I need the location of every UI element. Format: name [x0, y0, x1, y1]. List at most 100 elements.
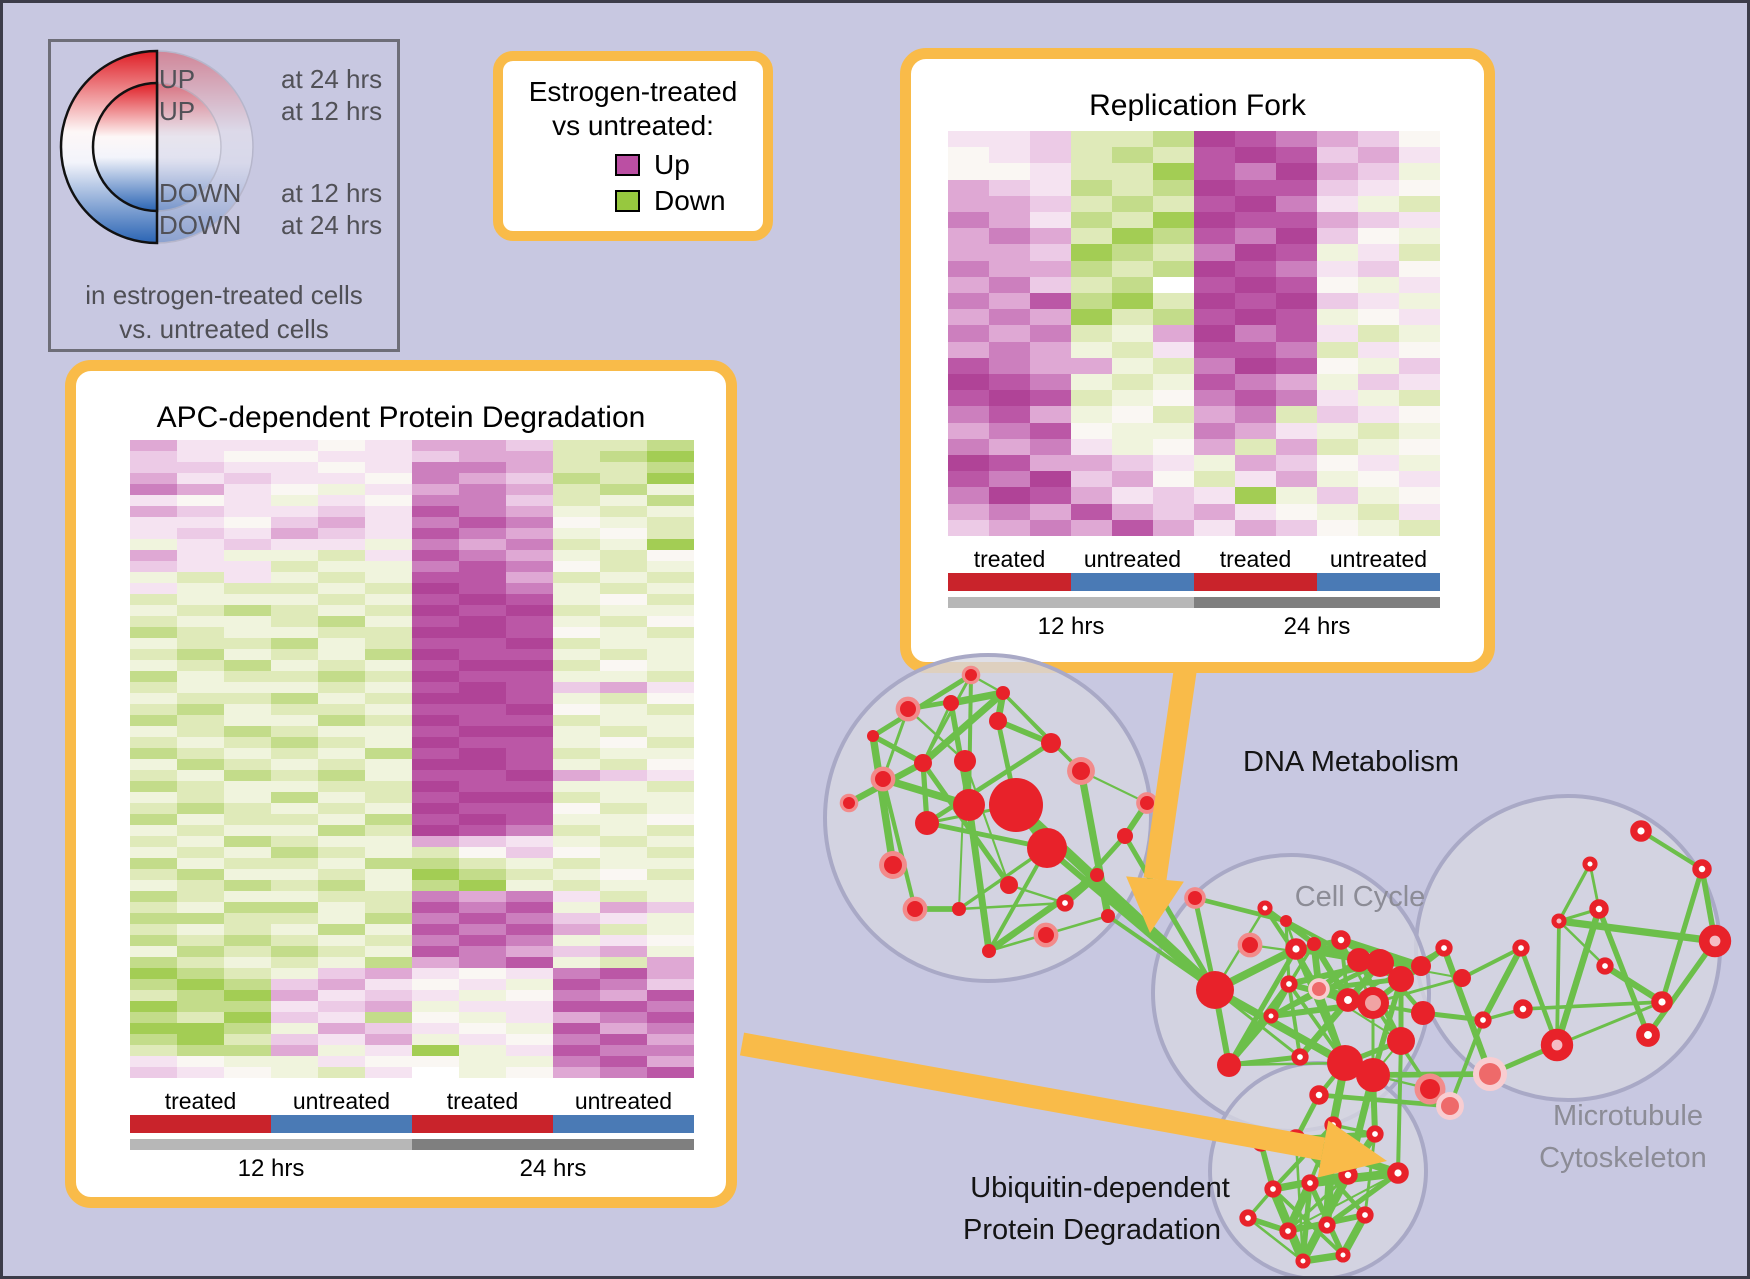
heatmap-cell — [506, 803, 553, 814]
heatmap-cell — [989, 244, 1030, 261]
heatmap-cell — [506, 957, 553, 968]
heatmap-cell — [553, 924, 600, 935]
heatmap-cell — [318, 924, 365, 935]
heatmap-cell — [365, 660, 412, 671]
heatmap-cell — [1153, 163, 1194, 180]
heatmap-cell — [1153, 390, 1194, 407]
heatmap-cell — [600, 737, 647, 748]
heatmap-cell — [1358, 293, 1399, 310]
network-node-ring — [1056, 894, 1074, 912]
heatmap-cell — [1399, 325, 1440, 342]
network-edge-bridge — [1045, 845, 1217, 993]
apc-time-bar — [130, 1139, 694, 1150]
network-edge — [1268, 1187, 1308, 1263]
heatmap-cell — [130, 572, 177, 583]
heatmap-cell — [1030, 195, 1071, 212]
network-edge — [1603, 963, 1664, 1005]
heatmap-cell — [365, 913, 412, 924]
heatmap-cell — [553, 781, 600, 792]
network-edge — [1214, 988, 1301, 1059]
heatmap-cell — [459, 1067, 506, 1078]
heatmap-cell — [647, 473, 694, 484]
network-node-solid — [1196, 971, 1234, 1009]
heatmap-cell — [1153, 487, 1194, 504]
heatmap-cell — [506, 451, 553, 462]
heatmap-cell — [647, 770, 694, 781]
network-edge — [907, 690, 1004, 712]
heatmap-cell — [1276, 422, 1317, 439]
heatmap-cell — [506, 627, 553, 638]
network-node-ring — [1295, 1253, 1311, 1269]
heatmap-cell — [506, 858, 553, 869]
heatmap-cell — [553, 990, 600, 1001]
heatmap-cell — [1112, 260, 1153, 277]
heatmap-cell — [459, 473, 506, 484]
heatmap-cell — [412, 924, 459, 935]
heatmap-cell — [1358, 357, 1399, 374]
network-node-hub-core — [1365, 995, 1381, 1011]
heatmap-cell — [459, 506, 506, 517]
heatmap-cell — [948, 244, 989, 261]
heatmap-cell — [600, 682, 647, 693]
heatmap-cell — [647, 671, 694, 682]
network-edge — [1062, 872, 1100, 906]
network-edge — [970, 673, 1004, 695]
untreated-bar — [1071, 573, 1194, 591]
heatmap-cell — [553, 803, 600, 814]
heatmap-cell — [318, 726, 365, 737]
heatmap-cell — [365, 880, 412, 891]
heatmap-cell — [459, 594, 506, 605]
heatmap-cell — [1030, 390, 1071, 407]
heatmap-cell — [271, 715, 318, 726]
heatmap-cell — [177, 473, 224, 484]
heatmap-cell — [506, 1012, 553, 1023]
heatmap-cell — [412, 748, 459, 759]
apc-time-label-24: 24 hrs — [519, 1155, 587, 1182]
heatmap-cell — [130, 495, 177, 506]
network-node-ring — [1252, 1134, 1270, 1152]
network-edge — [921, 702, 953, 764]
network-edge — [1588, 863, 1601, 910]
heatmap-cell — [600, 484, 647, 495]
heatmap-cell — [1276, 179, 1317, 196]
heatmap-cell — [412, 594, 459, 605]
heatmap-cell — [647, 583, 694, 594]
heatmap-cell — [647, 693, 694, 704]
heatmap-cell — [318, 891, 365, 902]
heatmap-cell — [553, 616, 600, 627]
network-node-ring — [1596, 957, 1614, 975]
heatmap-cell — [130, 902, 177, 913]
heatmap-cell — [365, 1067, 412, 1078]
heatmap-cell — [177, 671, 224, 682]
network-node-ring — [1257, 900, 1273, 916]
heatmap-cell — [318, 594, 365, 605]
heatmap-cell — [318, 484, 365, 495]
network-edge — [964, 760, 1010, 886]
heatmap-cell — [130, 704, 177, 715]
heatmap-cell — [271, 968, 318, 979]
rep-panel-title: Replication Fork — [1089, 89, 1306, 122]
heatmap-cell — [1112, 487, 1153, 504]
heatmap-cell — [177, 1056, 224, 1067]
heatmap-cell — [412, 957, 459, 968]
heatmap-cell — [459, 957, 506, 968]
network-edge — [1287, 1172, 1399, 1232]
heatmap-cell — [1399, 503, 1440, 520]
heatmap-cell — [412, 572, 459, 583]
heatmap-cell — [459, 539, 506, 550]
heatmap-cell — [1153, 260, 1194, 277]
heatmap-cell — [1071, 374, 1112, 391]
heatmap-cell — [271, 957, 318, 968]
heatmap-cell — [506, 924, 553, 935]
annotation-arrow-shaft — [739, 1032, 1326, 1161]
heatmap-cell — [177, 770, 224, 781]
network-edge — [1249, 943, 1381, 965]
heatmap-cell — [459, 935, 506, 946]
heatmap-cell — [224, 913, 271, 924]
heatmap-cell — [130, 528, 177, 539]
network-edge — [988, 914, 1109, 953]
network-edge-bridge — [1122, 834, 1218, 992]
heatmap-cell — [1358, 487, 1399, 504]
network-edge — [1294, 1137, 1367, 1217]
color-legend-box: Estrogen-treated vs untreated: Up Down — [493, 51, 773, 241]
